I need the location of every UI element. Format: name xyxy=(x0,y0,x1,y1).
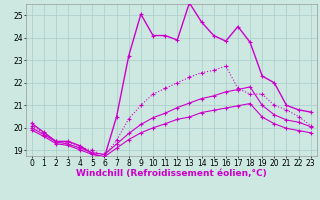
X-axis label: Windchill (Refroidissement éolien,°C): Windchill (Refroidissement éolien,°C) xyxy=(76,169,267,178)
